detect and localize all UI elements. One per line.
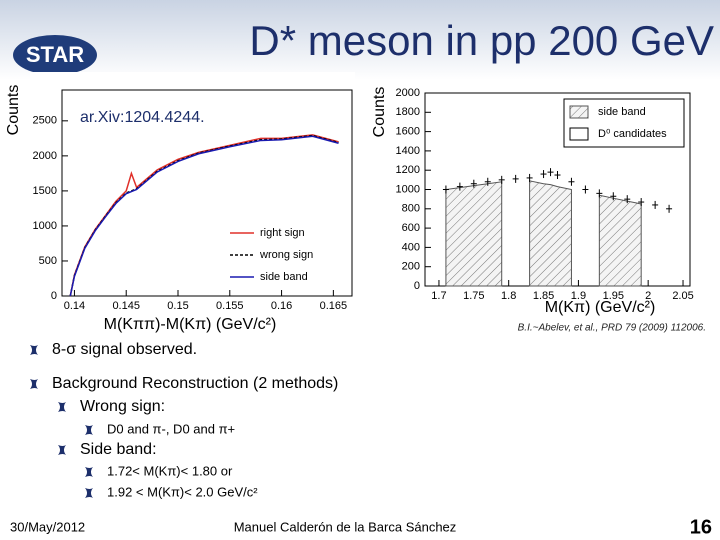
footer-date: 30/May/2012 [10, 519, 85, 534]
y-tick-label: 2000 [33, 150, 57, 162]
data-point [442, 185, 449, 194]
y-axis-label: Counts [5, 85, 22, 136]
bullet-text: D0 and π-, D0 and π+ [107, 421, 235, 436]
x-tick-label: 2 [645, 290, 651, 302]
y-tick-label: 1500 [33, 185, 57, 197]
bullet-icon [30, 345, 38, 355]
annotation: ar.Xiv:1204.4244. [80, 109, 205, 126]
bullet-icon [85, 467, 93, 477]
y-tick-label: 0 [51, 290, 57, 302]
y-tick-label: 600 [402, 222, 420, 234]
header-band [0, 0, 720, 80]
data-point [638, 198, 645, 207]
legend-label: right sign [260, 227, 305, 239]
data-point [666, 204, 673, 213]
data-point [456, 182, 463, 191]
y-tick-label: 800 [402, 203, 420, 215]
data-point [554, 171, 561, 180]
y-tick-label: 0 [414, 280, 420, 292]
bullet-text: Background Reconstruction (2 methods) [52, 375, 338, 392]
x-tick-label: 0.165 [320, 300, 348, 312]
slide-title: D* meson in pp 200 GeV [249, 17, 714, 64]
legend-label: wrong sign [259, 249, 313, 261]
y-tick-label: 500 [39, 255, 57, 267]
y-tick-label: 1400 [396, 145, 420, 157]
y-axis-label: Counts [371, 87, 388, 138]
y-tick-label: 2000 [396, 87, 420, 99]
plot-frame [61, 89, 353, 297]
y-tick-label: 400 [402, 241, 420, 253]
x-tick-label: 1.8 [501, 290, 516, 302]
data-point [540, 170, 547, 179]
bullet-text: 1.92 < M(Kπ)< 2.0 GeV/c² [107, 484, 258, 499]
x-tick-label: 0.15 [167, 300, 188, 312]
data-point [610, 192, 617, 201]
bullet-text: Side band: [80, 441, 157, 458]
data-point [547, 168, 554, 177]
logo-shape [13, 35, 97, 75]
y-tick-label: 1000 [396, 183, 420, 195]
x-tick-label: 1.75 [463, 290, 484, 302]
citation: B.I.~Abelev, et al., PRD 79 (2009) 11200… [518, 323, 706, 334]
bullet-icon [58, 402, 66, 412]
data-point [470, 179, 477, 188]
legend-swatch [569, 127, 589, 141]
logo: STAR [26, 42, 84, 67]
data-point [582, 185, 589, 194]
data-point [526, 173, 533, 182]
data-point [624, 195, 631, 204]
legend-label: side band [260, 271, 308, 283]
bullet-icon [85, 488, 93, 498]
x-axis-label: M(Kππ)-M(Kπ) (GeV/c²) [104, 316, 277, 333]
y-tick-label: 200 [402, 261, 420, 273]
y-tick-label: 1000 [33, 220, 57, 232]
footer-author: Manuel Calderón de la Barca Sánchez [234, 519, 457, 534]
bullet-icon [30, 379, 38, 389]
bullet-text: 1.72< M(Kπ)< 1.80 or [107, 463, 233, 478]
y-tick-label: 1200 [396, 164, 420, 176]
y-tick-label: 1800 [396, 106, 420, 118]
data-point [484, 177, 491, 186]
x-tick-label: 1.9 [571, 290, 586, 302]
x-axis-label: M(Kπ) (GeV/c²) [545, 299, 656, 316]
x-tick-label: 0.155 [216, 300, 244, 312]
x-tick-label: 2.05 [672, 290, 693, 302]
x-tick-label: 1.7 [431, 290, 446, 302]
bullet-icon [58, 445, 66, 455]
legend-swatch [569, 105, 589, 119]
data-point [596, 189, 603, 198]
y-tick-label: 2500 [33, 115, 57, 127]
data-point [512, 174, 519, 183]
x-tick-label: 0.14 [64, 300, 85, 312]
x-tick-label: 1.85 [533, 290, 554, 302]
bullet-text: 8-σ signal observed. [52, 341, 197, 358]
x-tick-label: 1.95 [603, 290, 624, 302]
x-tick-label: 0.145 [112, 300, 140, 312]
data-point [498, 175, 505, 184]
bullet-text: Wrong sign: [80, 398, 165, 415]
page-number: 16 [690, 516, 712, 538]
x-tick-label: 0.16 [271, 300, 292, 312]
y-tick-label: 1600 [396, 126, 420, 138]
legend-label: D⁰ candidates [598, 128, 667, 140]
data-point [568, 177, 575, 186]
legend-label: side band [598, 106, 646, 118]
series-line [69, 135, 339, 297]
bullet-icon [85, 425, 93, 435]
data-point [652, 200, 659, 209]
